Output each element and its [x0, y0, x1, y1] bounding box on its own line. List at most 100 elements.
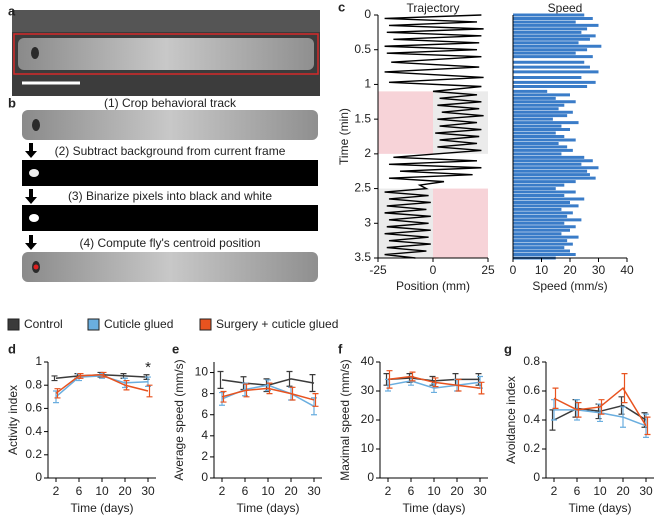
y-tick-label: 20 [361, 412, 375, 426]
step-label: (4) Compute fly's centroid position [79, 236, 260, 250]
x-tick-label: 2 [53, 484, 60, 498]
x-axis-label: Position (mm) [396, 279, 470, 293]
series-line [387, 375, 481, 389]
x-tick-label: 10 [535, 263, 549, 277]
y-tick-label: 2 [201, 449, 208, 463]
error-bar [455, 378, 462, 392]
y-tick-label: 10 [195, 365, 209, 379]
error-bar [621, 373, 628, 404]
error-bar [409, 371, 416, 382]
x-tick-label: 20 [284, 484, 298, 498]
y-tick-label: 0 [367, 470, 374, 484]
x-tick-label: 30 [639, 484, 653, 498]
arrow [25, 189, 37, 204]
panel-label: c [338, 0, 345, 14]
x-tick-label: 0 [430, 263, 437, 277]
x-tick-label: -25 [369, 263, 387, 277]
panel-label: e [172, 341, 179, 356]
error-bar [312, 393, 319, 407]
error-bar [146, 384, 153, 398]
y-tick-label: 0.6 [523, 383, 540, 397]
error-bar [620, 406, 626, 428]
series-line [55, 374, 149, 394]
shaded-region [433, 188, 488, 258]
y-tick-label: 3.5 [354, 250, 371, 264]
binary-frame [22, 205, 318, 231]
chart-title: Trajectory [407, 1, 460, 15]
x-tick-label: 30 [307, 484, 321, 498]
x-tick-label: 20 [563, 263, 577, 277]
error-bar [266, 382, 273, 395]
step-label: (3) Binarize pixels into black and white [68, 189, 272, 203]
x-tick-label: 10 [95, 484, 109, 498]
error-bar [77, 373, 84, 379]
fly [31, 47, 39, 59]
y-tick-label: 0.5 [354, 42, 371, 56]
panel-label: b [8, 95, 16, 110]
subtracted-frame [22, 160, 318, 186]
x-tick-label: 0 [510, 263, 517, 277]
error-bar [309, 374, 316, 393]
x-axis-label: Speed (mm/s) [532, 279, 607, 293]
error-bar [386, 370, 393, 389]
y-tick-label: 0.4 [25, 424, 42, 438]
shaded-region [378, 91, 433, 154]
y-axis-label: Avoidance index [504, 376, 518, 464]
legend-label: Cuticle glued [104, 317, 173, 331]
series-line [387, 377, 480, 382]
y-tick-label: 3 [364, 215, 371, 229]
panel-label: d [8, 341, 16, 356]
annotation: * [145, 359, 151, 376]
error-bar [54, 388, 61, 399]
y-axis-label: Activity index [6, 385, 20, 455]
arena [18, 38, 314, 70]
y-tick-label: 40 [361, 354, 375, 368]
error-bar [123, 379, 130, 391]
error-bar [217, 370, 224, 389]
x-tick-label: 20 [616, 484, 630, 498]
error-bar [478, 381, 485, 395]
y-tick-label: 0 [364, 7, 371, 21]
x-tick-label: 2 [219, 484, 226, 498]
panel-label: g [504, 341, 512, 356]
x-tick-label: 30 [141, 484, 155, 498]
y-tick-label: 4 [201, 428, 208, 442]
error-bar [100, 371, 107, 378]
y-tick-label: 0.4 [523, 412, 540, 426]
trajectory-line [384, 14, 484, 259]
error-bar [598, 399, 605, 415]
y-tick-label: 0 [201, 470, 208, 484]
y-tick-label: 1 [35, 354, 42, 368]
arrow [25, 143, 37, 158]
series-line [221, 387, 315, 401]
error-bar [286, 370, 293, 387]
y-tick-label: 0.2 [523, 441, 540, 455]
panel-label: a [8, 3, 16, 18]
x-tick-label: 6 [574, 484, 581, 498]
x-axis-label: Time (days) [569, 501, 632, 515]
fly [29, 214, 39, 222]
x-tick-label: 25 [481, 263, 495, 277]
y-tick-label: 8 [201, 386, 208, 400]
x-tick-label: 40 [620, 263, 634, 277]
arrow [25, 235, 37, 250]
y-tick-label: 1.5 [354, 111, 371, 125]
series-line [55, 375, 149, 398]
y-tick-label: 6 [201, 407, 208, 421]
x-tick-label: 6 [408, 484, 415, 498]
cropped-frame [22, 110, 318, 140]
error-bar [289, 386, 296, 401]
fly [32, 119, 40, 131]
x-tick-label: 20 [450, 484, 464, 498]
series-line [553, 386, 647, 427]
x-tick-label: 2 [551, 484, 558, 498]
legend-swatch [7, 318, 20, 331]
x-tick-label: 6 [242, 484, 249, 498]
error-bar [51, 375, 58, 382]
centroid-frame [22, 252, 318, 282]
crop-box [13, 33, 319, 75]
y-axis-label: Maximal speed (mm/s) [338, 359, 352, 480]
centroid [33, 264, 39, 270]
error-bar [432, 377, 439, 388]
